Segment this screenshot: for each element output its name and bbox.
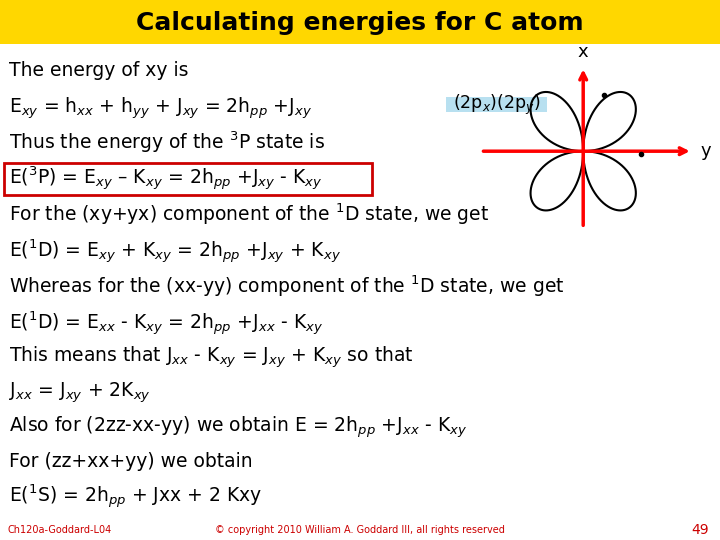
Text: For (zz+xx+yy) we obtain: For (zz+xx+yy) we obtain (9, 452, 253, 471)
Text: E($^1$S) = 2h$_{pp}$ + Jxx + 2 Kxy: E($^1$S) = 2h$_{pp}$ + Jxx + 2 Kxy (9, 483, 263, 511)
Text: This means that J$_{xx}$ - K$_{xy}$ = J$_{xy}$ + K$_{xy}$ so that: This means that J$_{xx}$ - K$_{xy}$ = J$… (9, 345, 414, 370)
Text: J$_{xx}$ = J$_{xy}$ + 2K$_{xy}$: J$_{xx}$ = J$_{xy}$ + 2K$_{xy}$ (9, 381, 151, 406)
Text: E($^3$P) = E$_{xy}$ – K$_{xy}$ = 2h$_{pp}$ +J$_{xy}$ - K$_{xy}$: E($^3$P) = E$_{xy}$ – K$_{xy}$ = 2h$_{pp… (9, 165, 323, 193)
Text: Whereas for the (xx-yy) component of the $^1$D state, we get: Whereas for the (xx-yy) component of the… (9, 273, 565, 299)
Text: x: x (578, 43, 588, 62)
Text: E($^1$D) = E$_{xx}$ - K$_{xy}$ = 2h$_{pp}$ +J$_{xx}$ - K$_{xy}$: E($^1$D) = E$_{xx}$ - K$_{xy}$ = 2h$_{pp… (9, 310, 323, 338)
Text: E$_{xy}$ = h$_{xx}$ + h$_{yy}$ + J$_{xy}$ = 2h$_{pp}$ +J$_{xy}$: E$_{xy}$ = h$_{xx}$ + h$_{yy}$ + J$_{xy}… (9, 95, 312, 121)
Text: E($^1$D) = E$_{xy}$ + K$_{xy}$ = 2h$_{pp}$ +J$_{xy}$ + K$_{xy}$: E($^1$D) = E$_{xy}$ + K$_{xy}$ = 2h$_{pp… (9, 238, 341, 266)
Text: Thus the energy of the $^3$P state is: Thus the energy of the $^3$P state is (9, 130, 325, 156)
Text: Ch120a-Goddard-L04: Ch120a-Goddard-L04 (7, 525, 112, 535)
Bar (446, 97, 547, 112)
Bar (4, 163, 372, 195)
Text: 49: 49 (692, 523, 709, 537)
Text: © copyright 2010 William A. Goddard III, all rights reserved: © copyright 2010 William A. Goddard III,… (215, 525, 505, 535)
Text: y: y (701, 142, 711, 160)
Text: (2p$_x$)(2p$_y$): (2p$_x$)(2p$_y$) (453, 93, 541, 117)
Text: The energy of xy is: The energy of xy is (9, 60, 189, 80)
Text: Calculating energies for C atom: Calculating energies for C atom (136, 11, 584, 35)
Text: For the (xy+yx) component of the $^1$D state, we get: For the (xy+yx) component of the $^1$D s… (9, 201, 490, 227)
Text: Also for (2zz-xx-yy) we obtain E = 2h$_{pp}$ +J$_{xx}$ - K$_{xy}$: Also for (2zz-xx-yy) we obtain E = 2h$_{… (9, 415, 467, 441)
Bar (0, 0, 720, 44)
